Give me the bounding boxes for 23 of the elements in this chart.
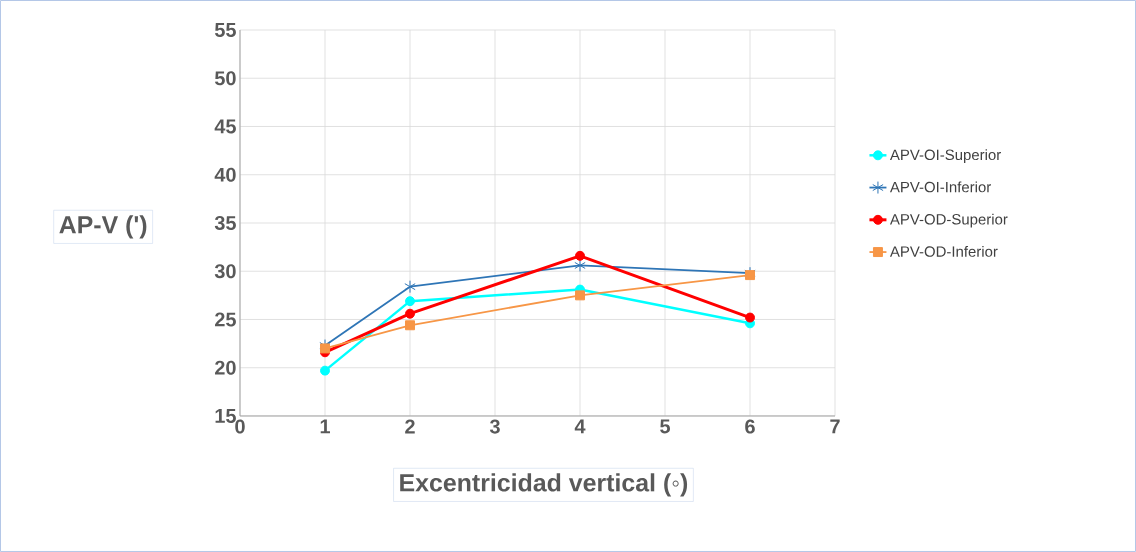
y-tick-label: 35 — [214, 215, 236, 231]
x-tick-label: 5 — [660, 419, 670, 434]
y-tick-label: 25 — [215, 312, 236, 327]
legend-label: APV-OI-Superior — [889, 149, 1001, 164]
legend-label: APV-OD-Superior — [889, 213, 1008, 228]
y-axis-title: AP-V (') — [59, 215, 147, 239]
y-tick-label: 40 — [214, 167, 236, 182]
y-tick-label: 30 — [214, 264, 236, 279]
x-axis-title: Excentricidad vertical (◦) — [400, 473, 688, 497]
x-tick-label: 1 — [320, 419, 330, 434]
y-tick-label: 20 — [215, 360, 236, 375]
y-tick-label: 45 — [214, 119, 236, 134]
y-tick-label: 55 — [214, 23, 236, 37]
y-tick-label: 50 — [214, 71, 236, 86]
x-tick-label: 0 — [235, 419, 245, 434]
y-tick-label: 15 — [215, 409, 236, 423]
x-tick-label: 2 — [405, 419, 415, 434]
legend-label: APV-OD-Inferior — [889, 245, 998, 257]
legend-label: APV-OI-Inferior — [889, 181, 991, 193]
x-tick-label: 7 — [830, 419, 840, 434]
x-tick-label: 4 — [574, 419, 586, 434]
x-tick-label: 6 — [745, 419, 755, 434]
x-tick-label: 3 — [489, 419, 500, 434]
